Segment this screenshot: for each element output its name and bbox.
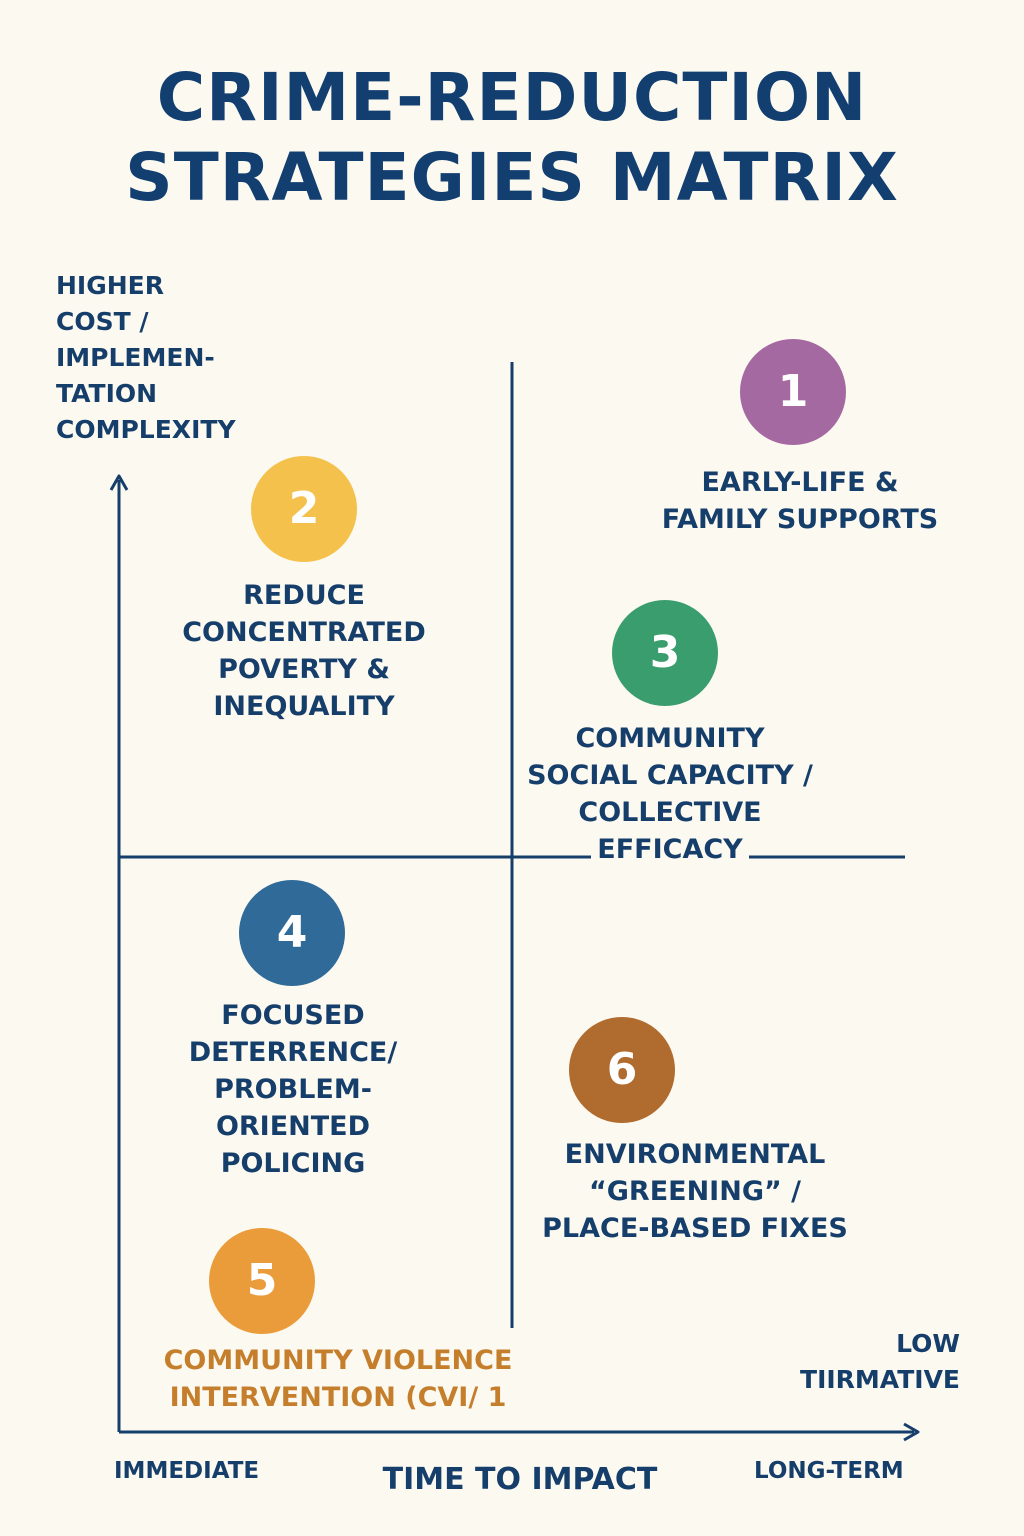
strategy-label-line: REDUCE (243, 580, 365, 611)
strategy-label-line: DETERRENCE/ (188, 1037, 398, 1068)
strategy-label-line: POLICING (220, 1148, 366, 1179)
strategy-label-line: COMMUNITY VIOLENCE (163, 1345, 513, 1376)
y-axis-arrowhead (109, 474, 129, 491)
x-axis-start-label: IMMEDIATE (114, 1458, 260, 1484)
strategy-label-line: FOCUSED (221, 1000, 365, 1031)
strategy-label-line: PLACE-BASED FIXES (542, 1213, 848, 1244)
strategy-6-label: ENVIRONMENTAL “GREENING” / PLACE-BASED F… (520, 1136, 870, 1247)
strategy-label-line: COLLECTIVE (578, 797, 762, 828)
strategy-2-label: REDUCE CONCENTRATED POVERTY & INEQUALITY (154, 577, 454, 725)
strategy-label-line: INEQUALITY (213, 691, 395, 722)
strategy-label-line: EARLY-LIFE & (701, 467, 899, 498)
strategy-label-line: ORIENTED (215, 1111, 371, 1142)
strategy-1-label: EARLY-LIFE & FAMILY SUPPORTS (620, 464, 980, 538)
y-axis-label: HIGHER COST / IMPLEMEN- TATION COMPLEXIT… (56, 268, 286, 448)
corner-label: LOW TIIRMATIVE (800, 1326, 960, 1398)
strategy-label-line: SOCIAL CAPACITY / (527, 760, 813, 791)
strategy-6-badge: 6 (569, 1017, 675, 1123)
y-axis-label-line: COST / (56, 307, 149, 336)
page-title-line-2: STRATEGIES MATRIX (125, 139, 899, 216)
strategy-2-badge: 2 (251, 456, 357, 562)
strategy-5-label: COMMUNITY VIOLENCE INTERVENTION (CVI/ 1 (128, 1342, 548, 1416)
strategy-4-label: FOCUSED DETERRENCE/ PROBLEM- ORIENTED PO… (143, 997, 443, 1182)
x-axis-arrowhead (903, 1422, 920, 1442)
corner-label-line: LOW (896, 1329, 960, 1358)
page-title-line-1: CRIME-REDUCTION (156, 59, 868, 136)
strategy-1-badge: 1 (740, 339, 846, 445)
y-axis-label-line: HIGHER (56, 271, 164, 300)
strategy-3-badge: 3 (612, 600, 718, 706)
strategy-label-line: INTERVENTION (CVI/ 1 (169, 1382, 507, 1413)
strategy-4-badge: 4 (239, 880, 345, 986)
strategy-5-badge: 5 (209, 1228, 315, 1334)
x-axis-label: TIME TO IMPACT (382, 1462, 658, 1497)
strategy-label-line: COMMUNITY (575, 723, 765, 754)
strategy-label-line: “GREENING” / (589, 1176, 801, 1207)
x-axis-end-label: LONG-TERM (754, 1458, 904, 1484)
strategy-label-line: EFFICACY (591, 831, 749, 868)
y-axis-label-line: TATION (56, 379, 158, 408)
y-axis-label-line: COMPLEXITY (56, 415, 236, 444)
strategy-3-label: COMMUNITY SOCIAL CAPACITY / COLLECTIVE E… (515, 720, 825, 868)
strategy-label-line: ENVIRONMENTAL (564, 1139, 826, 1170)
y-axis-label-line: IMPLEMEN- (56, 343, 215, 372)
strategy-label-line: POVERTY & (218, 654, 390, 685)
strategy-label-line: PROBLEM- (214, 1074, 372, 1105)
strategy-label-line: FAMILY SUPPORTS (661, 504, 939, 535)
corner-label-line: TIIRMATIVE (800, 1365, 960, 1394)
strategy-label-line: CONCENTRATED (182, 617, 426, 648)
